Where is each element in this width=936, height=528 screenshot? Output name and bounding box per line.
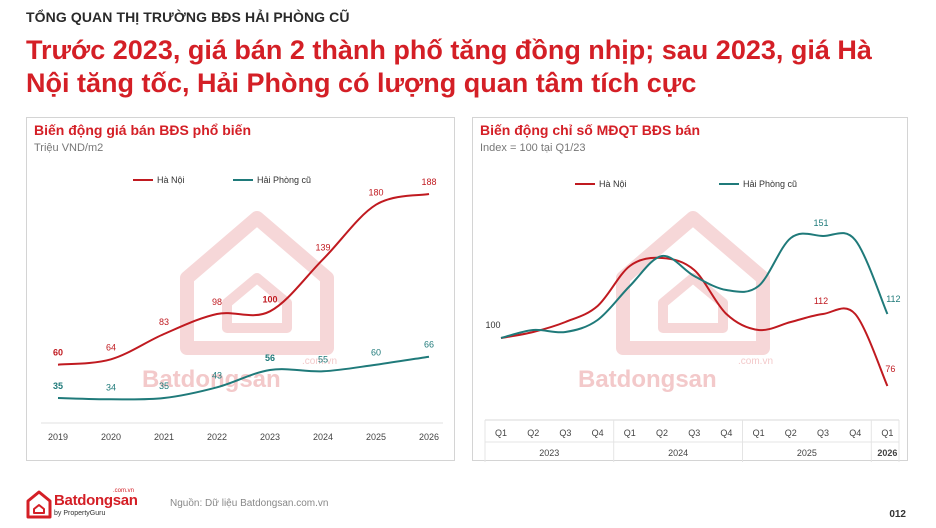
source-note: Nguồn: Dữ liệu Batdongsan.com.vn bbox=[170, 498, 329, 509]
data-label: 139 bbox=[315, 242, 330, 252]
x-tick-label: 2024 bbox=[313, 432, 333, 442]
x-tick-label: 2020 bbox=[101, 432, 121, 442]
data-label: 83 bbox=[159, 317, 169, 327]
x-tick-label: 2019 bbox=[48, 432, 68, 442]
data-label: 98 bbox=[212, 297, 222, 307]
legend-label: Hà Nội bbox=[599, 179, 627, 189]
x-tick-label: Q2 bbox=[785, 428, 797, 438]
x-group-label: 2024 bbox=[668, 448, 688, 458]
data-label: 34 bbox=[106, 382, 116, 392]
data-label: 112 bbox=[814, 296, 828, 306]
index-chart-title: Biến động chỉ số MĐQT BĐS bán bbox=[480, 122, 701, 138]
series-line-hanoi bbox=[500, 256, 889, 387]
data-label: 112 bbox=[886, 294, 900, 304]
x-tick-label: Q3 bbox=[817, 428, 829, 438]
data-label: 35 bbox=[53, 381, 63, 391]
x-tick-label: Q3 bbox=[688, 428, 700, 438]
x-tick-label: Q2 bbox=[656, 428, 668, 438]
x-tick-label: Q4 bbox=[592, 428, 604, 438]
data-label: 100 bbox=[485, 320, 500, 330]
data-label: 60 bbox=[371, 348, 381, 358]
price-chart-subtitle: Triệu VND/m2 bbox=[34, 142, 104, 154]
data-label: 180 bbox=[368, 188, 383, 198]
x-group-label: 2026 bbox=[877, 448, 897, 458]
index-line-chart: Hà Nội Hải Phòng cũ Q1 Q2 Q3 Q4 Q1 Q2 Q3 Q4 Q1 Q2 Q3… bbox=[484, 179, 901, 462]
series-line-haiphong bbox=[500, 232, 889, 339]
logo-name: Batdongsan bbox=[54, 492, 138, 509]
data-label: 66 bbox=[424, 340, 434, 350]
x-tick-label: Q1 bbox=[624, 428, 636, 438]
data-label: 64 bbox=[106, 342, 116, 352]
series-line-hanoi bbox=[57, 193, 430, 366]
data-label: 76 bbox=[885, 364, 895, 374]
index-chart-subtitle: Index = 100 tại Q1/23 bbox=[480, 142, 586, 154]
price-chart-title: Biến động giá bán BĐS phổ biến bbox=[34, 122, 251, 138]
data-label: 43 bbox=[212, 370, 222, 380]
house-logo-icon bbox=[26, 490, 52, 519]
data-label: 56 bbox=[265, 353, 275, 363]
x-tick-label: Q1 bbox=[495, 428, 507, 438]
x-tick-label: Q1 bbox=[881, 428, 893, 438]
legend-label: Hải Phòng cũ bbox=[257, 175, 311, 185]
page-headline: Trước 2023, giá bán 2 thành phố tăng đồn… bbox=[26, 35, 872, 98]
x-tick-label: Q1 bbox=[753, 428, 765, 438]
x-tick-label: Q3 bbox=[559, 428, 571, 438]
data-label: 100 bbox=[262, 294, 277, 304]
interest-index-panel: Batdongsan .com.vn Biến động chỉ số MĐQT… bbox=[472, 117, 908, 462]
logo-domain: .com.vn bbox=[113, 488, 135, 494]
x-tick-label: 2026 bbox=[419, 432, 439, 442]
x-tick-label: 2025 bbox=[366, 432, 386, 442]
x-group-label: 2023 bbox=[539, 448, 559, 458]
logo-byline: by PropertyGuru bbox=[54, 510, 106, 517]
data-label: 188 bbox=[421, 177, 436, 187]
legend-label: Hà Nội bbox=[157, 175, 185, 185]
x-tick-label: 2022 bbox=[207, 432, 227, 442]
x-tick-label: 2023 bbox=[260, 432, 280, 442]
data-label: 35 bbox=[159, 381, 169, 391]
brand-logo: .com.vn Batdongsan by PropertyGuru bbox=[26, 488, 166, 522]
x-group-label: 2025 bbox=[797, 448, 817, 458]
x-tick-label: Q4 bbox=[849, 428, 861, 438]
data-label: 151 bbox=[813, 218, 828, 228]
header-kicker: TỔNG QUAN THỊ TRƯỜNG BĐS HẢI PHÒNG CŨ bbox=[26, 9, 350, 25]
x-tick-label: 2021 bbox=[154, 432, 174, 442]
data-label: 55 bbox=[318, 354, 328, 364]
x-tick-label: Q4 bbox=[720, 428, 732, 438]
price-chart-panel: Batdongsan .com.vn Biến động giá bán BĐS… bbox=[26, 117, 455, 461]
series-line-haiphong bbox=[57, 355, 430, 401]
x-tick-label: Q2 bbox=[527, 428, 539, 438]
price-line-chart: Hà Nội Hải Phòng cũ 2019 2020 2021 2022 2023 20… bbox=[41, 175, 443, 442]
data-label: 60 bbox=[53, 348, 63, 358]
legend-label: Hải Phòng cũ bbox=[743, 179, 797, 189]
page-number: 012 bbox=[889, 509, 906, 520]
